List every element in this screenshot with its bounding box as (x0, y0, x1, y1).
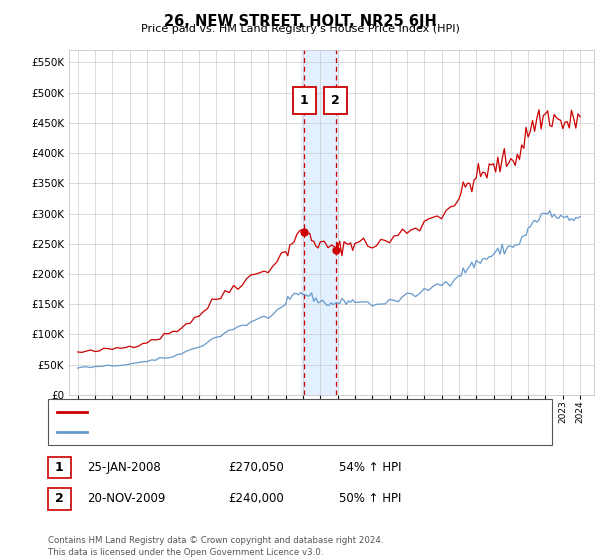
Text: 25-JAN-2008: 25-JAN-2008 (87, 461, 161, 474)
Text: 1: 1 (300, 94, 308, 108)
Text: HPI: Average price, semi-detached house, North Norfolk: HPI: Average price, semi-detached house,… (93, 427, 385, 437)
Text: 54% ↑ HPI: 54% ↑ HPI (339, 461, 401, 474)
Text: 26, NEW STREET, HOLT, NR25 6JH: 26, NEW STREET, HOLT, NR25 6JH (164, 14, 436, 29)
Text: 2: 2 (55, 492, 64, 506)
Text: 1: 1 (55, 461, 64, 474)
Bar (301, 50, 339, 395)
Text: £240,000: £240,000 (228, 492, 284, 506)
Text: Price paid vs. HM Land Registry's House Price Index (HPI): Price paid vs. HM Land Registry's House … (140, 24, 460, 34)
Text: 2: 2 (331, 94, 340, 108)
Text: 50% ↑ HPI: 50% ↑ HPI (339, 492, 401, 506)
Text: 20-NOV-2009: 20-NOV-2009 (87, 492, 166, 506)
Text: £270,050: £270,050 (228, 461, 284, 474)
Text: 26, NEW STREET, HOLT, NR25 6JH (semi-detached house): 26, NEW STREET, HOLT, NR25 6JH (semi-det… (93, 407, 392, 417)
Text: Contains HM Land Registry data © Crown copyright and database right 2024.
This d: Contains HM Land Registry data © Crown c… (48, 536, 383, 557)
